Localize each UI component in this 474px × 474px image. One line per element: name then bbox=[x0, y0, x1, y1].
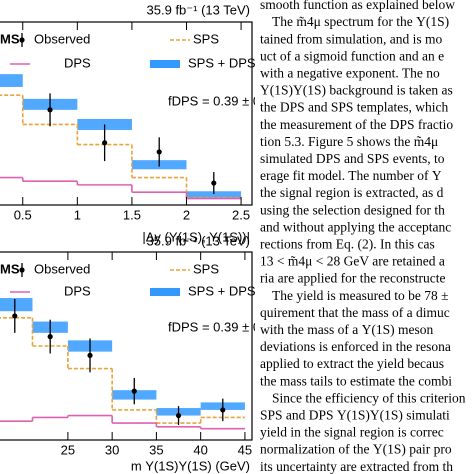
data-point bbox=[211, 180, 217, 186]
text-column: smooth function as explained below The m̃… bbox=[260, 0, 466, 474]
text-line: tion 5.3. Figure 5 shows the m̃4μ bbox=[260, 134, 438, 149]
text-line: applied to extract the yield becaus bbox=[260, 356, 444, 371]
legend-marker bbox=[19, 37, 25, 43]
legend-label: SPS bbox=[193, 261, 219, 276]
figure: 0.5 1 1.5 2 2.5|Δy (Υ(1S), Υ(1S))|35.9 fb⁻¹ … bbox=[0, 2, 278, 473]
legend-marker bbox=[150, 288, 180, 296]
legend-label: SPS bbox=[193, 31, 219, 46]
text-line: smooth function as explained below bbox=[260, 0, 455, 12]
text-line: deviations is enforced in the resona bbox=[260, 339, 451, 354]
legend-marker bbox=[19, 267, 25, 273]
text-line: tained from simulation, and is mo bbox=[260, 31, 442, 46]
experiment: MS bbox=[0, 31, 20, 46]
text-line: the signal region is extracted, as d bbox=[260, 185, 444, 200]
x-tick-label: 1 bbox=[74, 207, 81, 222]
text-line: simulated DPS and SPS events, to bbox=[260, 151, 445, 166]
text-line: uct of a sigmoid function and an e bbox=[260, 48, 444, 63]
frame bbox=[0, 251, 253, 441]
x-tick-label: 30 bbox=[105, 442, 119, 457]
legend-label: Observed bbox=[34, 261, 90, 276]
text-line: rections from Eq. (2). In this cas bbox=[260, 236, 435, 251]
data-point bbox=[156, 149, 162, 155]
data-point bbox=[12, 313, 18, 319]
x-tick-label: 2 bbox=[183, 207, 190, 222]
text-line: the mass tails to estimate the combi bbox=[260, 373, 452, 388]
text-line: the DPS and SPS templates, which bbox=[260, 100, 448, 115]
data-point bbox=[47, 107, 53, 113]
text-line: ria are applied for the reconstructe bbox=[260, 271, 446, 286]
lumi: 35.9 fb⁻¹ (13 TeV) bbox=[147, 233, 250, 248]
legend-label: SPS + DPS bbox=[188, 283, 256, 298]
text-line: with a negative exponent. The no bbox=[260, 65, 440, 80]
x-tick-label: 25 bbox=[61, 442, 75, 457]
text-line: normalization of the Υ(1S) pair pro bbox=[260, 442, 452, 457]
frame bbox=[0, 21, 253, 206]
lumi: 35.9 fb⁻¹ (13 TeV) bbox=[147, 2, 250, 17]
band bbox=[77, 118, 132, 130]
x-axis-label: |Δy (Υ(1S), Υ(1S))| bbox=[142, 229, 250, 244]
text-line: Υ(1S)Υ(1S) background is taken as bbox=[260, 83, 453, 98]
text-line: and without applying the acceptanc bbox=[260, 219, 451, 234]
experiment: MS bbox=[0, 261, 20, 276]
data-point bbox=[220, 407, 226, 413]
chart: 0.5 1 1.5 2 2.5 |Δy (Υ(1S), Υ(1S))| 35.9 fb⁻¹ … bbox=[0, 2, 278, 244]
text-line: yield in the signal region is correc bbox=[260, 425, 444, 440]
annotation: fDPS = 0.39 ± 0.14 bbox=[168, 319, 278, 334]
data-point bbox=[87, 352, 93, 358]
x-axis-label: m Υ(1S)Υ(1S) (GeV) bbox=[131, 458, 250, 473]
text-line: 13 < m̃4μ < 28 GeV are retained a bbox=[260, 254, 445, 269]
text-line: its uncertainty are extracted from th bbox=[260, 459, 453, 474]
text-line: erage fit model. The number of Υ bbox=[260, 168, 442, 183]
text-line: quirement that the mass of a dimuc bbox=[260, 305, 450, 320]
x-tick-label: 35 bbox=[149, 442, 163, 457]
legend-label: SPS + DPS bbox=[188, 55, 256, 70]
text-line: SPS and DPS Υ(1S)Υ(1S) simulati bbox=[260, 407, 450, 422]
data-point bbox=[175, 412, 182, 419]
text-line: Since the efficiency of this criterion bbox=[272, 390, 466, 405]
annotation: fDPS = 0.39 ± 0.14 bbox=[168, 93, 278, 108]
band bbox=[0, 74, 23, 87]
legend-label: Observed bbox=[34, 31, 90, 46]
x-tick-label: 2.5 bbox=[232, 207, 250, 222]
data-point bbox=[102, 140, 108, 146]
text-line: with the mass of a Υ(1S) meson bbox=[260, 322, 433, 337]
legend-marker bbox=[150, 60, 180, 68]
x-tick-label: 45 bbox=[238, 442, 252, 457]
band bbox=[0, 298, 33, 312]
legend-label: DPS bbox=[64, 55, 91, 70]
text-line: The yield is measured to be 78 ± bbox=[272, 288, 449, 303]
data-point bbox=[131, 388, 137, 394]
x-tick-label: 1.5 bbox=[123, 207, 141, 222]
band bbox=[186, 191, 242, 199]
legend-label: DPS bbox=[64, 283, 91, 298]
x-tick-label: 0.5 bbox=[14, 207, 32, 222]
text-line: the measurement of the DPS fractio bbox=[260, 117, 453, 132]
text-line: The m̃4μ spectrum for the Υ(1S) bbox=[272, 14, 449, 29]
x-tick-label: 40 bbox=[193, 442, 207, 457]
text-line: using the selection designed for th bbox=[260, 202, 445, 217]
chart: 25 30 35 40 45m Υ(1S)Υ(1S) (GeV) 35.9 fb⁻¹ (1… bbox=[0, 233, 278, 473]
data-point bbox=[47, 334, 53, 340]
